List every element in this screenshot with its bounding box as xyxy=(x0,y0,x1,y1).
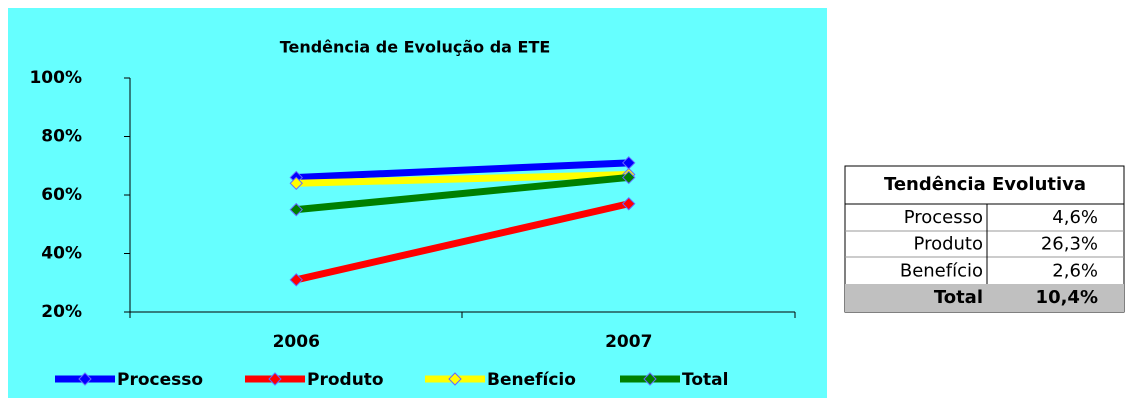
legend-label: Produto xyxy=(307,370,384,390)
legend-marker xyxy=(643,372,657,386)
legend-label: Total xyxy=(682,370,728,390)
x-tick-label: 2007 xyxy=(605,332,652,352)
point-marker xyxy=(289,176,303,191)
table: Tendência Evolutiva Total 10,4% xyxy=(844,165,1125,313)
point-marker xyxy=(289,202,303,217)
legend-marker xyxy=(268,372,282,386)
legend-label: Benefício xyxy=(487,370,576,390)
series-line xyxy=(296,171,629,187)
total-value: 10,4% xyxy=(1036,287,1098,308)
table-header: Tendência Evolutiva xyxy=(884,174,1086,195)
point-marker xyxy=(622,197,636,211)
point-marker xyxy=(289,273,303,287)
row-value: 2,6% xyxy=(1052,260,1098,281)
total-row xyxy=(845,284,1124,312)
legend-label: Processo xyxy=(117,370,203,390)
x-tick-label: 2006 xyxy=(273,332,320,352)
series-line xyxy=(295,173,630,214)
row-value: 26,3% xyxy=(1041,234,1098,255)
legend-marker xyxy=(78,372,92,386)
y-tick-label: 80% xyxy=(41,127,82,147)
total-label: Total xyxy=(934,287,983,308)
chart-area xyxy=(8,8,827,398)
row-value: 4,6% xyxy=(1052,207,1098,228)
y-tick-label: 60% xyxy=(41,185,82,205)
point-marker xyxy=(622,170,636,185)
row-label: Processo xyxy=(904,207,983,228)
y-tick-label: 20% xyxy=(41,302,82,322)
row-label: Benefício xyxy=(900,260,983,281)
series-line xyxy=(295,200,630,284)
y-tick-label: 40% xyxy=(41,244,82,264)
series-line xyxy=(296,159,629,181)
y-tick-label: 100% xyxy=(29,68,82,88)
legend-marker xyxy=(448,372,462,386)
chart-title: Tendência de Evolução da ETE xyxy=(280,38,551,57)
row-label: Produto xyxy=(914,234,983,255)
